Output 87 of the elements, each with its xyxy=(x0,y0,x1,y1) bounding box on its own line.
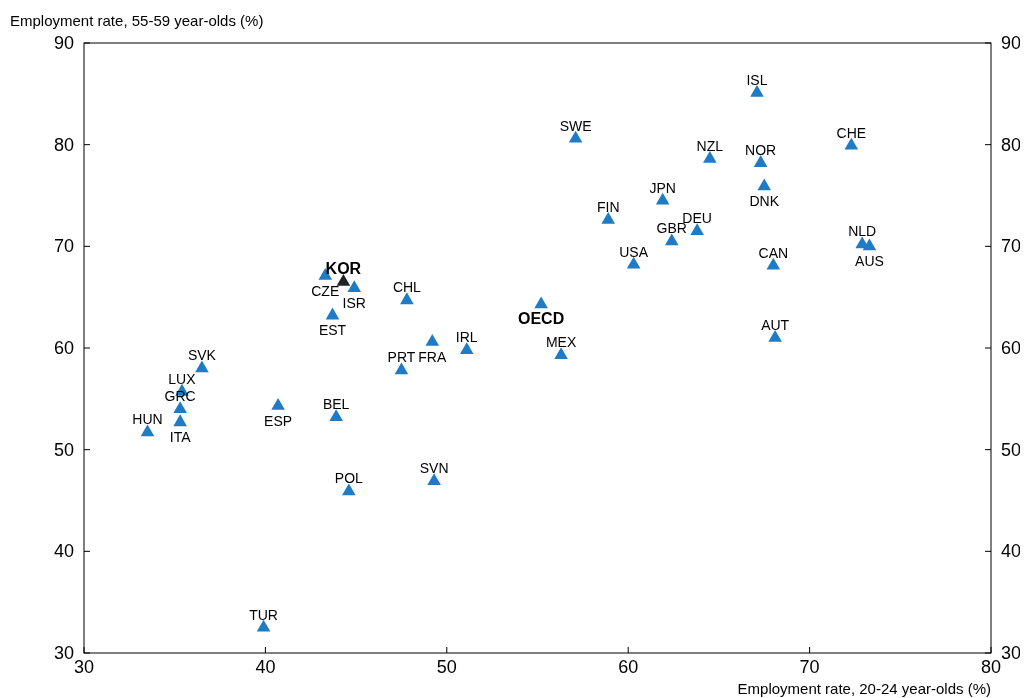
point xyxy=(173,414,187,427)
point xyxy=(173,401,187,413)
point xyxy=(347,280,362,292)
annotation: FRA xyxy=(418,348,447,365)
annotation: CHL xyxy=(392,279,422,296)
x-tick-label: 40 xyxy=(255,657,276,677)
point xyxy=(753,155,768,167)
point xyxy=(750,84,764,97)
point xyxy=(554,347,568,360)
point xyxy=(766,257,781,270)
annotation: NLD xyxy=(848,223,877,240)
point xyxy=(325,307,340,320)
y2-tick-label: 30 xyxy=(1001,643,1022,663)
x-axis-title: Employment rate, 20-24 year-olds (%) xyxy=(737,680,991,697)
annotation: ISR xyxy=(342,295,366,312)
x-tick-label: 30 xyxy=(73,657,95,677)
point xyxy=(427,473,441,486)
annotation: ISL xyxy=(746,71,768,88)
point xyxy=(400,292,414,305)
annotation: HUN xyxy=(132,411,163,428)
y-axis-title: Employment rate, 55-59 year-olds (%) xyxy=(10,12,264,29)
annotation: FIN xyxy=(596,198,620,215)
annotation: ITA xyxy=(169,429,192,446)
point xyxy=(394,362,409,375)
x-tick-label: 60 xyxy=(618,657,639,677)
annotation: JPN xyxy=(649,179,676,196)
point xyxy=(768,329,782,342)
annotation: GRC xyxy=(164,388,196,404)
point xyxy=(601,212,616,224)
y-tick-label: 50 xyxy=(53,439,74,460)
annotation: CHE xyxy=(836,124,867,141)
point xyxy=(655,192,670,205)
y-tick-label: 40 xyxy=(53,541,74,562)
point xyxy=(844,137,859,150)
annotation: NZL xyxy=(696,137,724,154)
point xyxy=(534,296,548,309)
y2-tick-label: 50 xyxy=(1001,439,1022,460)
annotation: OECD xyxy=(518,310,565,328)
point xyxy=(195,360,209,373)
annotation: SVK xyxy=(187,347,217,364)
y2-tick-label: 70 xyxy=(1001,236,1022,257)
x-tick-label: 70 xyxy=(799,657,820,677)
annotation: AUT xyxy=(761,316,790,333)
y-tick-label: 70 xyxy=(53,236,74,257)
annotation: DNK xyxy=(749,193,780,210)
annotation: EST xyxy=(318,322,347,339)
annotation: KOR xyxy=(325,259,362,277)
y2-tick-label: 80 xyxy=(1001,134,1022,155)
annotation: AUS xyxy=(855,253,884,270)
point xyxy=(690,223,704,236)
point xyxy=(271,398,285,410)
y-tick-label: 60 xyxy=(53,338,74,358)
y-tick-label: 90 xyxy=(53,33,74,53)
point xyxy=(664,233,679,246)
annotation: CAN xyxy=(758,244,789,261)
x-tick-label: 80 xyxy=(980,657,1002,677)
point xyxy=(862,238,877,251)
point xyxy=(459,342,474,354)
annotation: IRL xyxy=(455,329,478,346)
point xyxy=(703,151,717,163)
point xyxy=(329,409,343,422)
annotation: USA xyxy=(619,243,649,260)
point xyxy=(425,334,440,346)
point xyxy=(140,424,155,437)
point xyxy=(256,619,271,632)
annotation: CZE xyxy=(311,282,340,299)
annotation: SWE xyxy=(559,117,592,134)
annotation: MEX xyxy=(545,334,577,351)
annotation: BEL xyxy=(322,396,350,413)
annotation: LUX xyxy=(168,370,197,387)
y2-tick-label: 60 xyxy=(1001,338,1022,358)
point xyxy=(757,178,772,191)
x-tick-label: 50 xyxy=(436,657,457,677)
point xyxy=(568,130,583,143)
y-tick-label: 30 xyxy=(53,643,74,663)
point xyxy=(342,483,356,496)
annotation: PRT xyxy=(387,349,416,366)
annotation: NOR xyxy=(745,141,777,158)
point xyxy=(336,274,351,286)
annotation: POL xyxy=(334,470,364,487)
annotation: SVN xyxy=(419,460,449,477)
annotation: ESP xyxy=(264,412,293,429)
annotation: TUR xyxy=(249,606,278,623)
y2-tick-label: 90 xyxy=(1001,33,1022,53)
y-tick-label: 80 xyxy=(53,134,74,155)
point xyxy=(626,256,641,269)
y2-tick-label: 40 xyxy=(1001,541,1022,562)
